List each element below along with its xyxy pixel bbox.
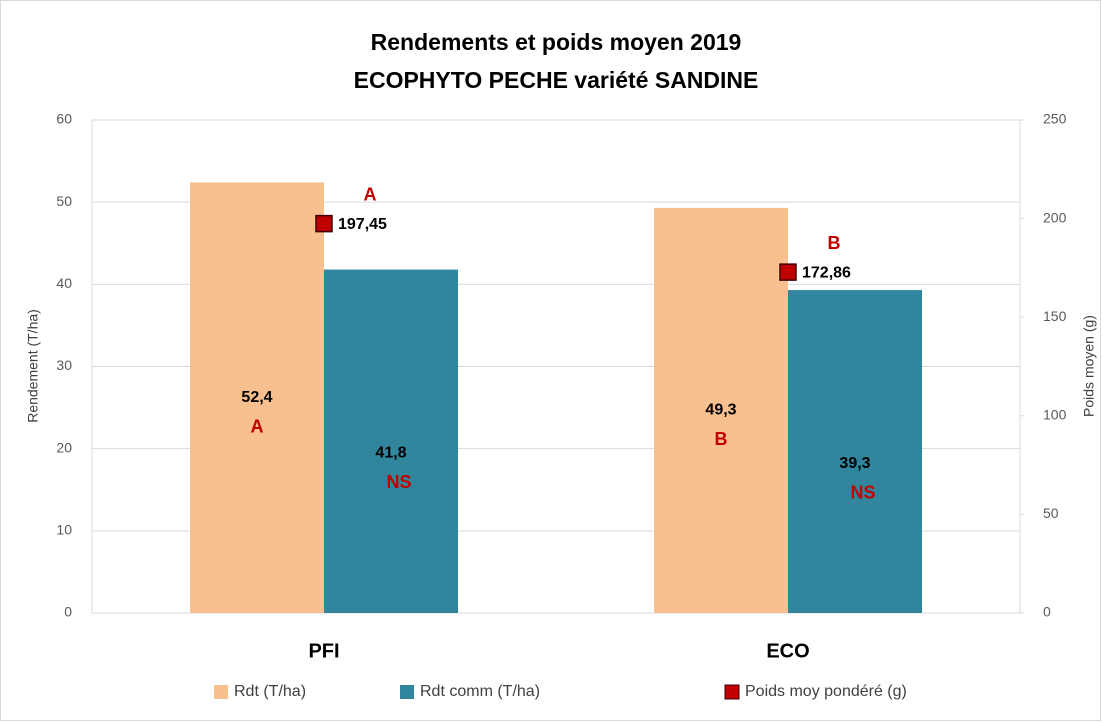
y2-axis-title: Poids moyen (g)	[1081, 315, 1097, 417]
marker	[315, 214, 333, 233]
y-tick-label: 10	[56, 522, 72, 538]
bar	[190, 182, 324, 614]
y-axis-title: Rendement (T/ha)	[25, 309, 41, 423]
y-tick-label: 40	[56, 275, 72, 291]
y-tick-label: 60	[56, 111, 72, 127]
y2-tick-label: 150	[1043, 308, 1067, 324]
y2-tick-label: 100	[1043, 407, 1067, 423]
significance-label: NS	[850, 482, 875, 502]
bar	[324, 269, 458, 613]
data-label: 52,4	[241, 389, 272, 406]
data-label: 49,3	[705, 402, 736, 419]
significance-label: B	[828, 233, 841, 253]
significance-label: A	[364, 184, 377, 204]
legend-label: Poids moy pondéré (g)	[745, 683, 907, 700]
data-label: 39,3	[839, 455, 870, 472]
data-label: 172,86	[802, 264, 851, 281]
bar	[654, 207, 788, 613]
significance-label: A	[251, 416, 264, 436]
significance-label: B	[715, 429, 728, 449]
legend-swatch	[214, 685, 228, 699]
data-label: 41,8	[375, 444, 406, 461]
legend-label: Rdt comm (T/ha)	[420, 683, 540, 700]
x-tick-label: ECO	[766, 640, 809, 662]
y-tick-label: 0	[64, 604, 72, 620]
x-tick-label: PFI	[308, 640, 339, 662]
y2-tick-label: 50	[1043, 505, 1059, 521]
data-label: 197,45	[338, 216, 387, 233]
bar	[788, 290, 922, 613]
y-tick-label: 20	[56, 439, 72, 455]
y-tick-label: 30	[56, 357, 72, 373]
y2-tick-label: 200	[1043, 209, 1067, 225]
y-tick-label: 50	[56, 193, 72, 209]
marker	[779, 263, 797, 281]
legend-swatch	[724, 684, 740, 700]
y2-tick-label: 0	[1043, 604, 1051, 620]
significance-label: NS	[386, 472, 411, 492]
legend-swatch	[400, 685, 414, 699]
legend-label: Rdt (T/ha)	[234, 683, 306, 700]
y2-tick-label: 250	[1043, 111, 1067, 127]
chart-subtitle: ECOPHYTO PECHE variété SANDINE	[354, 67, 759, 93]
chart-title: Rendements et poids moyen 2019	[371, 29, 742, 55]
